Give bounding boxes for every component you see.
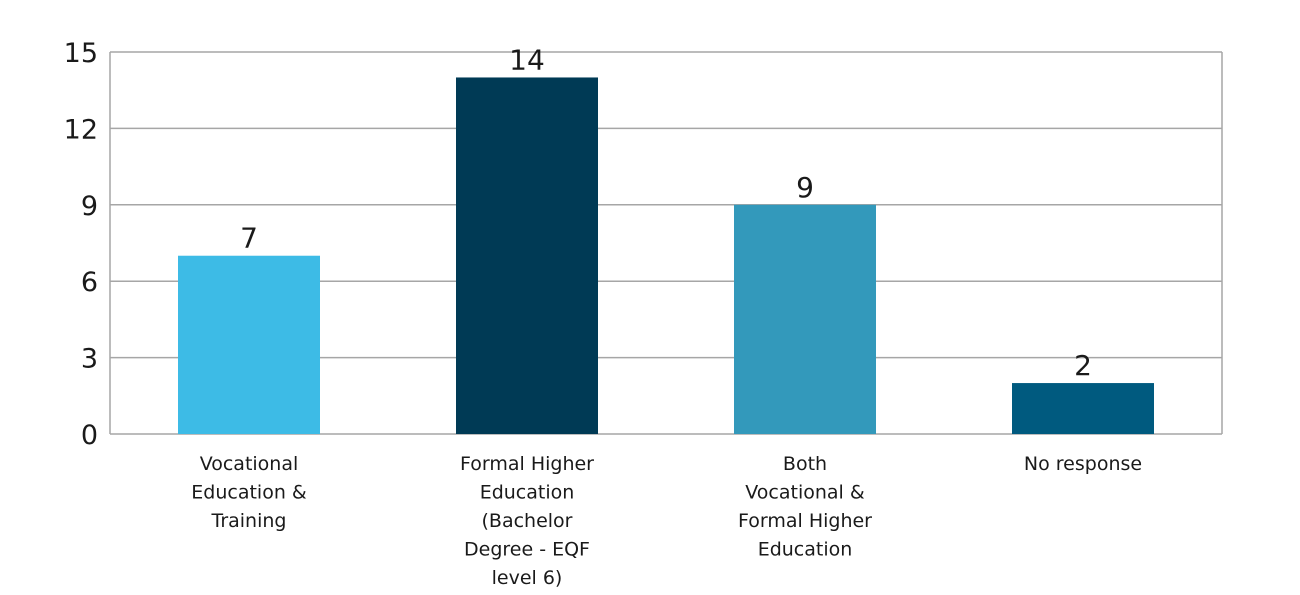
bar bbox=[178, 255, 320, 434]
x-category-label-line: (Bachelor bbox=[482, 510, 573, 532]
x-category-label-line: Vocational & bbox=[745, 482, 865, 504]
x-category-label-line: Formal Higher bbox=[738, 510, 872, 532]
y-axis-ticks: 0 3 6 9 12 15 bbox=[64, 38, 98, 451]
bar bbox=[456, 77, 598, 434]
x-category-label-line: Vocational bbox=[200, 453, 299, 475]
x-category-label-line: Education & bbox=[191, 482, 307, 504]
data-labels: 7 14 9 2 bbox=[240, 43, 1092, 382]
y-tick-label: 15 bbox=[64, 38, 98, 69]
x-category-label-line: Education bbox=[480, 482, 575, 504]
bars bbox=[178, 77, 1154, 434]
data-label: 14 bbox=[509, 43, 545, 76]
x-category-label-line: Training bbox=[211, 510, 287, 532]
x-category-label-line: Formal Higher bbox=[460, 453, 594, 475]
x-category-label: Both Vocational & Formal Higher Education bbox=[738, 453, 872, 561]
y-tick-label: 12 bbox=[64, 114, 98, 145]
y-tick-label: 0 bbox=[81, 420, 98, 451]
y-tick-label: 3 bbox=[81, 344, 98, 375]
x-category-label: Formal Higher Education (Bachelor Degree - … bbox=[460, 453, 594, 589]
x-category-label-line: Degree - EQF bbox=[464, 539, 590, 561]
data-label: 2 bbox=[1074, 349, 1092, 382]
y-tick-label: 6 bbox=[81, 267, 98, 298]
data-label: 7 bbox=[240, 222, 258, 255]
bar bbox=[1012, 383, 1154, 434]
bar bbox=[734, 204, 876, 434]
x-axis-categories: Vocational Education & Training Formal High… bbox=[191, 453, 1142, 589]
x-category-label-line: No response bbox=[1024, 453, 1142, 475]
x-category-label-line: Education bbox=[758, 539, 853, 561]
data-label: 9 bbox=[796, 171, 814, 204]
x-category-label-line: Both bbox=[783, 453, 827, 475]
x-category-label: Vocational Education & Training bbox=[191, 453, 307, 532]
y-tick-label: 9 bbox=[81, 191, 98, 222]
x-category-label: No response bbox=[1024, 453, 1142, 475]
x-category-label-line: level 6) bbox=[492, 567, 563, 589]
